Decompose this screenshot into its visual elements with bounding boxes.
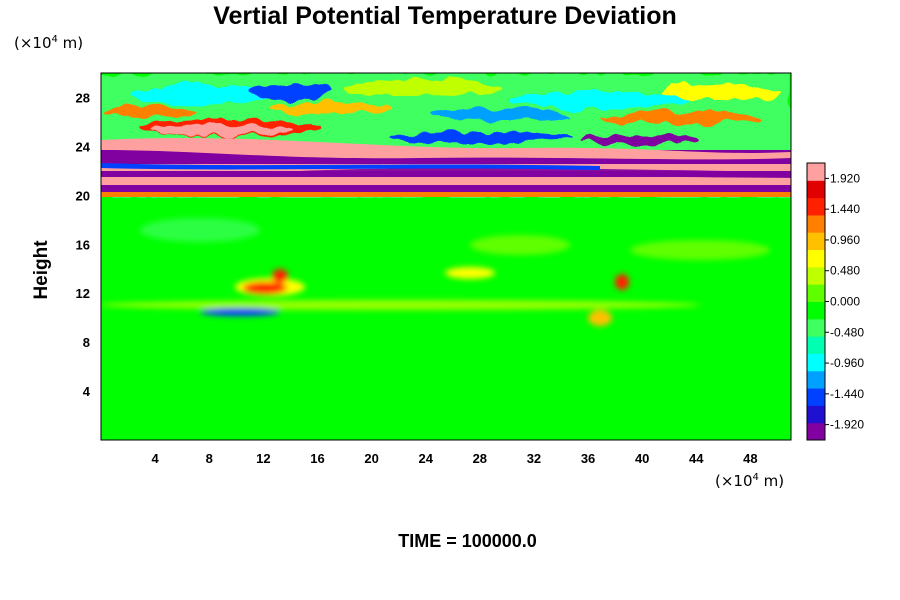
- x-tick-label: 12: [256, 451, 270, 466]
- x-tick-label: 44: [689, 451, 704, 466]
- x-tick-label: 40: [635, 451, 649, 466]
- colorbar-tick-label: -1.920: [830, 418, 864, 432]
- x-tick-label: 8: [206, 451, 213, 466]
- colorbar-segment: [807, 284, 825, 302]
- x-tick-label: 16: [310, 451, 324, 466]
- colorbar-segment: [807, 232, 825, 251]
- colorbar-segment: [807, 405, 825, 424]
- colorbar-segment: [807, 422, 825, 441]
- y-tick-label: 16: [76, 237, 90, 252]
- colorbar-segment: [807, 163, 825, 181]
- colorbar-tick-label: -0.960: [830, 356, 864, 370]
- colorbar-tick-label: 0.000: [830, 295, 860, 309]
- colorbar: [806, 162, 826, 441]
- colorbar-tick-label: 0.480: [830, 264, 860, 278]
- chart-title: Vertial Potential Temperature Deviation: [213, 2, 677, 30]
- colorbar-segment: [807, 388, 825, 406]
- y-tick-label: 8: [83, 335, 90, 350]
- y-axis-ticks: 4 8 12 16 20 24 28: [76, 90, 91, 399]
- y-tick-label: 24: [76, 139, 91, 154]
- heatmap-field: [101, 73, 791, 440]
- x-tick-label: 4: [152, 451, 160, 466]
- colorbar-segment: [807, 180, 825, 199]
- x-tick-label: 20: [364, 451, 378, 466]
- x-axis-ticks: 4 8 12 16 20 24 28 32 36 40 44 48: [152, 451, 758, 466]
- x-axis-unit: (×104 m): [715, 472, 785, 490]
- x-tick-label: 28: [473, 451, 487, 466]
- y-tick-label: 4: [83, 384, 91, 399]
- y-tick-label: 28: [76, 90, 90, 105]
- plot-frame: [100, 72, 792, 441]
- colorbar-segment: [807, 353, 825, 372]
- y-tick-label: 20: [76, 188, 90, 203]
- colorbar-tick-label: 1.920: [830, 171, 860, 185]
- colorbar-tick-label: -0.480: [830, 325, 864, 339]
- x-tick-label: 32: [527, 451, 541, 466]
- y-tick-label: 12: [76, 286, 90, 301]
- colorbar-tick-label: -1.440: [830, 387, 864, 401]
- jet-bands: [101, 137, 791, 197]
- colorbar-segment: [807, 301, 825, 320]
- colorbar-tick-label: 1.440: [830, 202, 860, 216]
- colorbar-segment: [807, 370, 825, 389]
- colorbar-segment: [807, 336, 825, 354]
- time-label: TIME = 100000.0: [398, 531, 537, 551]
- colorbar-segment: [807, 249, 825, 268]
- colorbar-segment: [807, 214, 825, 233]
- colorbar-tick-label: 0.960: [830, 233, 860, 247]
- x-tick-label: 36: [581, 451, 595, 466]
- mid-level-features: [101, 218, 770, 326]
- y-axis-unit: (×104 m): [14, 34, 84, 52]
- x-tick-label: 24: [418, 451, 433, 466]
- colorbar-segment: [807, 318, 825, 337]
- colorbar-labels: 1.920 1.440 0.960 0.480 0.000 -0.480 -0.960 -1.…: [825, 171, 864, 432]
- colorbar-segment: [807, 197, 825, 216]
- colorbar-segment: [807, 266, 825, 285]
- x-tick-label: 48: [743, 451, 757, 466]
